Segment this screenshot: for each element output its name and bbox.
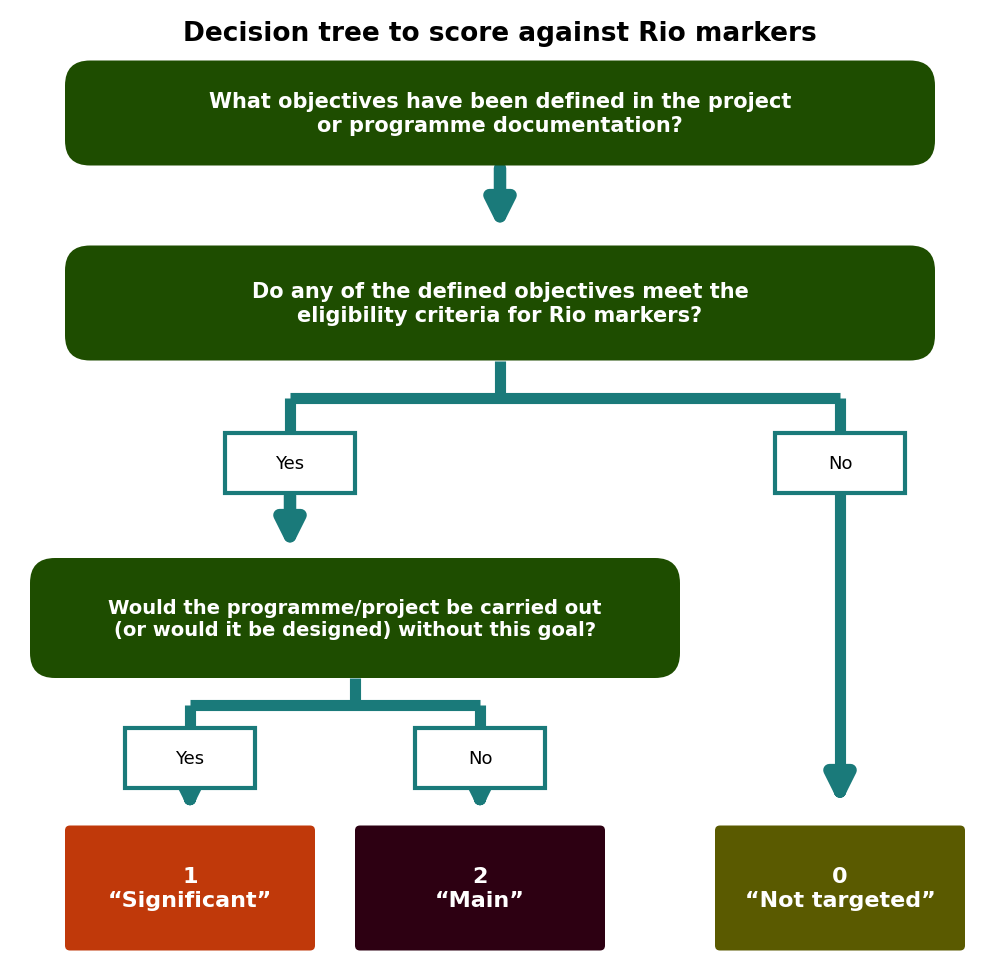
Text: Yes: Yes [175,749,205,767]
FancyBboxPatch shape [65,825,315,950]
FancyBboxPatch shape [415,728,545,788]
FancyBboxPatch shape [65,246,935,361]
Text: No: No [828,455,852,473]
Text: 0
“Not targeted”: 0 “Not targeted” [745,866,935,910]
FancyBboxPatch shape [775,434,905,494]
Text: Do any of the defined objectives meet the
eligibility criteria for Rio markers?: Do any of the defined objectives meet th… [252,282,748,325]
FancyBboxPatch shape [355,825,605,950]
Text: 2
“Main”: 2 “Main” [435,866,525,910]
FancyBboxPatch shape [65,61,935,167]
FancyBboxPatch shape [125,728,255,788]
FancyBboxPatch shape [30,558,680,679]
Text: 1
“Significant”: 1 “Significant” [108,866,272,910]
Text: No: No [468,749,492,767]
Text: Would the programme/project be carried out
(or would it be designed) without thi: Would the programme/project be carried o… [108,598,602,639]
Text: What objectives have been defined in the project
or programme documentation?: What objectives have been defined in the… [209,92,791,135]
FancyBboxPatch shape [715,825,965,950]
Text: Yes: Yes [275,455,305,473]
FancyBboxPatch shape [225,434,355,494]
Text: Decision tree to score against Rio markers: Decision tree to score against Rio marke… [183,21,817,47]
